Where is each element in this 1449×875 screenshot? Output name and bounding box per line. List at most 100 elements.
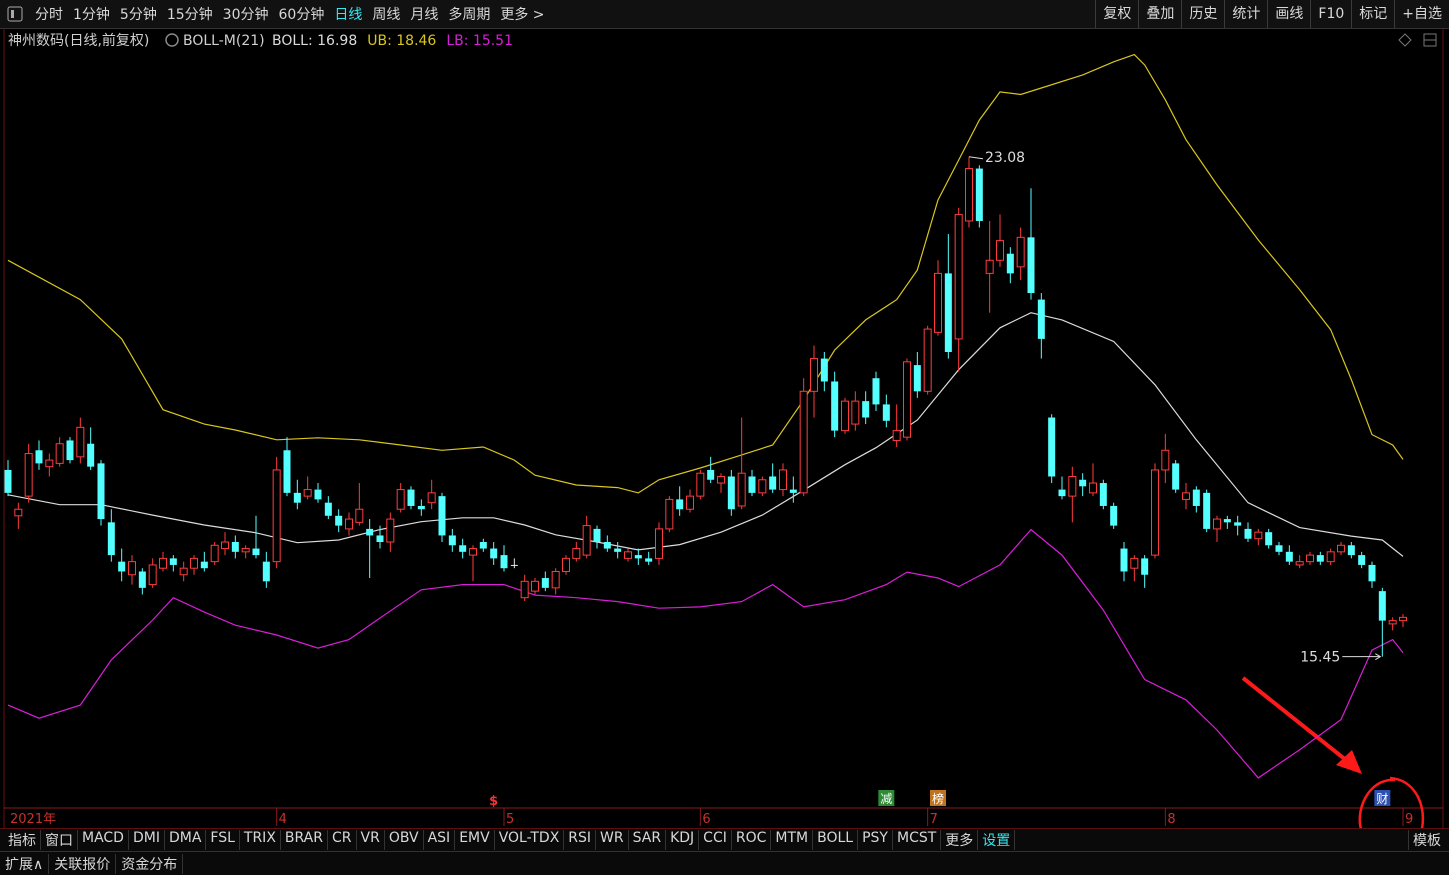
candle-body bbox=[582, 525, 591, 556]
candle-body bbox=[1068, 475, 1077, 497]
period-list: 分时 1分钟 5分钟 15分钟 30分钟 60分钟 日线 周线 月线 多周期 更多 > bbox=[30, 4, 550, 24]
indicator-tab[interactable]: VOL-TDX bbox=[495, 830, 565, 850]
indicator-tab[interactable]: 更多 bbox=[941, 830, 979, 850]
extra-tab[interactable]: 扩展∧ bbox=[0, 853, 50, 874]
indicator-tab[interactable]: MCST bbox=[893, 830, 942, 850]
candle-body bbox=[396, 489, 405, 510]
indicator-tab[interactable]: VR bbox=[357, 830, 385, 850]
period-tab[interactable]: 月线 bbox=[410, 7, 439, 23]
indicator-tab[interactable]: PSY bbox=[858, 830, 893, 850]
candle-body bbox=[293, 492, 301, 503]
tool-button[interactable]: 复权 bbox=[1095, 0, 1138, 28]
boll-line bbox=[7, 53, 1404, 494]
candle-body bbox=[87, 443, 95, 467]
candle-body bbox=[820, 358, 828, 382]
indicator-tab[interactable]: FSL bbox=[206, 830, 240, 850]
indicator-tab[interactable]: DMI bbox=[129, 830, 165, 850]
legend-entry: LB: 15.51 bbox=[446, 33, 513, 49]
tool-button[interactable]: 历史 bbox=[1181, 0, 1224, 28]
candle-body bbox=[551, 570, 560, 589]
candle-body bbox=[335, 515, 343, 526]
period-tab[interactable]: 日线 bbox=[334, 7, 363, 23]
period-tab[interactable]: 更多 > bbox=[500, 7, 545, 23]
candle-body bbox=[35, 450, 43, 464]
candle-body bbox=[1058, 489, 1066, 497]
candle-body bbox=[386, 518, 395, 543]
indicator-tab[interactable]: CCI bbox=[699, 830, 732, 850]
candle-body bbox=[417, 505, 425, 510]
candle-body bbox=[190, 557, 198, 569]
tool-button[interactable]: 统计 bbox=[1224, 0, 1267, 28]
date-label: 8 bbox=[1167, 812, 1175, 827]
tool-button[interactable]: 画线 bbox=[1267, 0, 1310, 28]
indicator-tab[interactable]: MTM bbox=[771, 830, 814, 850]
period-tab[interactable]: 15分钟 bbox=[166, 7, 213, 23]
candle-body bbox=[252, 548, 260, 556]
indicator-tab[interactable]: WR bbox=[596, 830, 629, 850]
candle-body bbox=[634, 555, 642, 559]
tool-button[interactable]: 标记 bbox=[1351, 0, 1394, 28]
candle-body bbox=[572, 548, 581, 559]
candle-body bbox=[655, 528, 663, 559]
indicator-tab[interactable]: 指标 bbox=[4, 830, 41, 850]
candle-body bbox=[210, 544, 219, 563]
candle-body bbox=[1203, 492, 1211, 529]
template-button[interactable]: 模板 bbox=[1408, 830, 1441, 850]
period-tab[interactable]: 周线 bbox=[372, 7, 401, 23]
indicator-tab[interactable]: OBV bbox=[385, 830, 424, 850]
period-tab[interactable]: 1分钟 bbox=[73, 7, 110, 23]
tool-button[interactable]: F10 bbox=[1310, 0, 1351, 28]
indicator-tab[interactable]: KDJ bbox=[666, 830, 700, 850]
indicator-tab[interactable]: BRAR bbox=[281, 830, 328, 850]
candle-body bbox=[727, 476, 735, 510]
indicator-tab[interactable]: ROC bbox=[732, 830, 772, 850]
event-badge bbox=[930, 790, 946, 806]
candle-body bbox=[231, 542, 239, 552]
date-label: 2021年 bbox=[10, 812, 56, 827]
candle-body bbox=[779, 469, 787, 491]
candle-body bbox=[1141, 558, 1149, 575]
candle-body bbox=[769, 476, 777, 490]
indicator-tab[interactable]: TRIX bbox=[240, 830, 281, 850]
indicator-tab[interactable]: ASI bbox=[424, 830, 456, 850]
candle-body bbox=[748, 476, 756, 493]
period-tab[interactable]: 多周期 bbox=[448, 7, 491, 23]
period-tab[interactable]: 60分钟 bbox=[278, 7, 325, 23]
candle-body bbox=[686, 495, 694, 510]
period-tab[interactable]: 分时 bbox=[35, 7, 63, 23]
indicator-tab[interactable]: 窗口 bbox=[41, 830, 78, 850]
candle-body bbox=[603, 542, 611, 549]
candle-body bbox=[128, 561, 136, 576]
tool-button[interactable]: 叠加 bbox=[1138, 0, 1181, 28]
menu-icon[interactable] bbox=[6, 4, 26, 24]
indicator-tab[interactable]: 设置 bbox=[978, 830, 1016, 850]
candle-body bbox=[14, 508, 23, 517]
candle-body bbox=[1016, 236, 1025, 268]
extra-tab[interactable]: 关联报价 bbox=[49, 853, 117, 874]
indicator-tab[interactable]: BOLL bbox=[813, 830, 859, 850]
candle-body bbox=[903, 361, 911, 438]
extra-tab[interactable]: 资金分布 bbox=[116, 853, 184, 874]
icon-diamond[interactable] bbox=[1398, 33, 1412, 47]
indicator-tab[interactable]: CR bbox=[328, 830, 357, 850]
indicator-tab[interactable]: SAR bbox=[629, 830, 667, 850]
candle-body bbox=[1130, 557, 1139, 569]
candle-body bbox=[531, 580, 539, 592]
candle-body bbox=[851, 400, 860, 425]
candle-body bbox=[676, 499, 684, 510]
indicator-tab[interactable]: DMA bbox=[165, 830, 207, 850]
period-tab[interactable]: 30分钟 bbox=[222, 7, 269, 23]
candle-body bbox=[1120, 548, 1128, 572]
date-label: 5 bbox=[506, 812, 514, 827]
indicator-tab[interactable]: RSI bbox=[564, 830, 597, 850]
indicator-tab[interactable]: MACD bbox=[78, 830, 129, 850]
candle-body bbox=[882, 404, 890, 421]
candle-body bbox=[1089, 482, 1097, 494]
candle-body bbox=[45, 459, 54, 468]
period-tab[interactable]: 5分钟 bbox=[119, 7, 157, 23]
indicator-name: BOLL-M(21) bbox=[183, 33, 265, 49]
indicator-tab[interactable]: EMV bbox=[455, 830, 495, 850]
tool-button[interactable]: +自选 bbox=[1394, 0, 1449, 28]
candle-body bbox=[490, 548, 498, 559]
